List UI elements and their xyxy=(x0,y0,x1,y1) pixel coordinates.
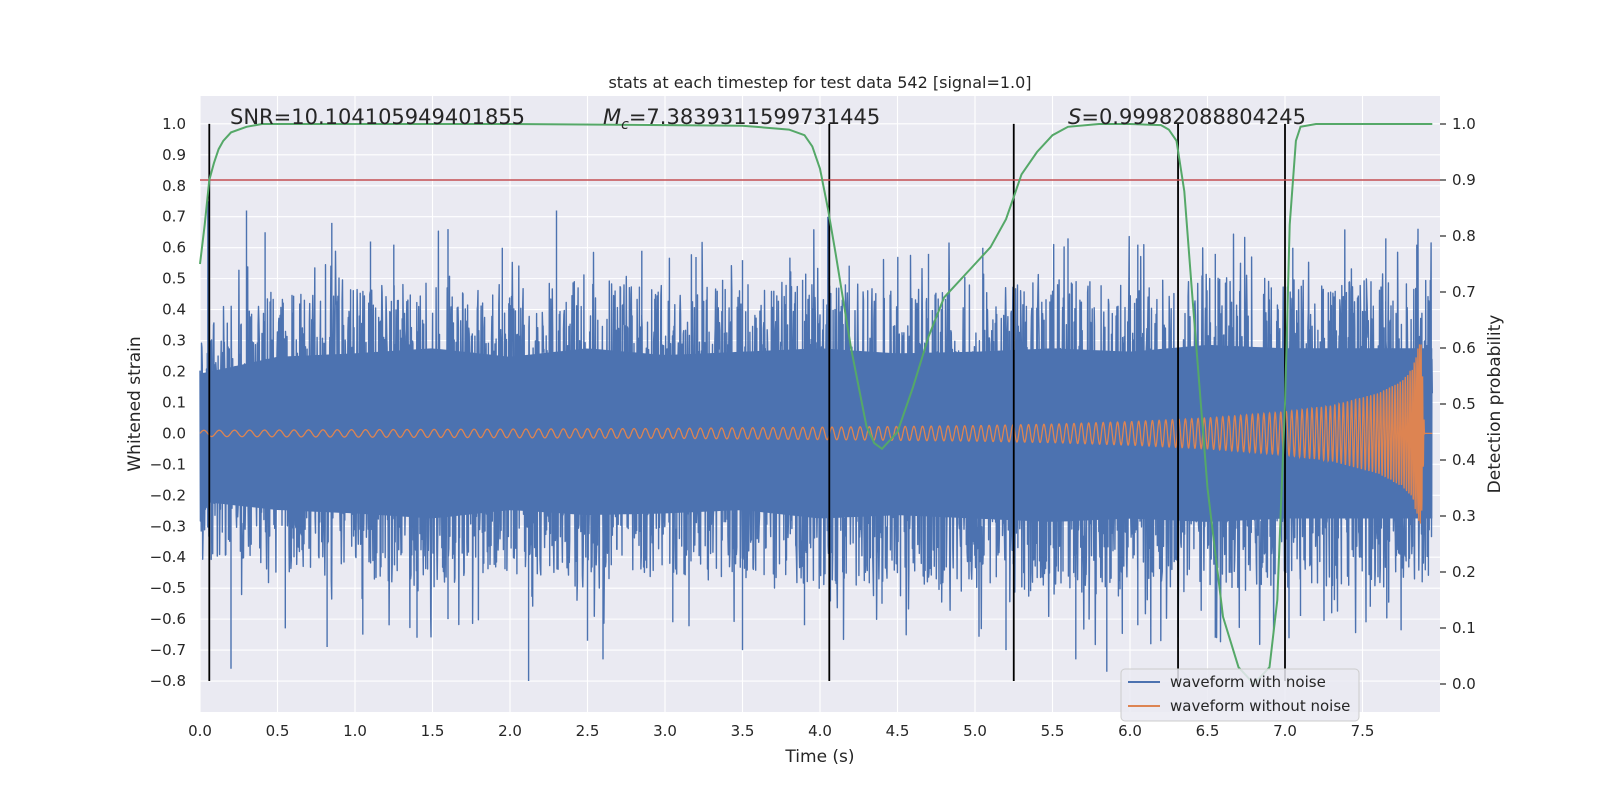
y-tick-label: −0.4 xyxy=(150,548,186,566)
clean-waveform-line xyxy=(199,344,1433,524)
y2-tick-label: 0.4 xyxy=(1452,451,1476,469)
x-tick-label: 0.0 xyxy=(188,722,212,740)
x-tick-label: 4.5 xyxy=(886,722,910,740)
s-value: =0.99982088804245 xyxy=(1081,105,1306,129)
x-tick-label: 7.5 xyxy=(1351,722,1375,740)
x-axis: 0.0 0.5 1.0 1.5 2.0 2.5 3.0 3.5 4.0 4.5 5.0 5.5 6.0 6… xyxy=(188,722,1374,740)
y-tick-label: −0.7 xyxy=(150,641,186,659)
y-tick-label: −0.2 xyxy=(150,486,186,504)
y2-axis-label: Detection probability xyxy=(1485,315,1505,494)
y-tick-label: 0.9 xyxy=(162,146,186,164)
y-tick-label: 0.5 xyxy=(162,270,186,288)
y-tick-label: 0.8 xyxy=(162,177,186,195)
y-tick-label: 0.7 xyxy=(162,208,186,226)
x-tick-label: 4.0 xyxy=(808,722,832,740)
legend-label-noise: waveform with noise xyxy=(1170,673,1326,691)
y-tick-label: −0.8 xyxy=(150,672,186,690)
x-tick-label: 5.0 xyxy=(963,722,987,740)
chirp-mass-symbol: M xyxy=(603,105,621,129)
chart-title: stats at each timestep for test data 542… xyxy=(608,73,1031,92)
y2-tick-label: 0.9 xyxy=(1452,171,1476,189)
chirp-mass-annotation: Mc=7.3839311599731445 xyxy=(603,105,880,133)
snr-annotation: SNR=10.104105949401855 xyxy=(230,105,525,129)
y-tick-label: 0.1 xyxy=(162,393,186,411)
x-tick-label: 2.5 xyxy=(576,722,600,740)
y-tick-label: 1.0 xyxy=(162,115,186,133)
s-symbol: S xyxy=(1068,105,1081,129)
y-axis-left: 1.0 0.9 0.8 0.7 0.6 0.5 0.4 0.3 0.2 0.1 0.0 −0.1 −0.… xyxy=(150,115,186,690)
y-tick-label: −0.3 xyxy=(150,517,186,535)
chirp-mass-value: =7.3839311599731445 xyxy=(629,105,880,129)
noisy-waveform-line xyxy=(199,201,1433,681)
x-tick-label: 5.5 xyxy=(1041,722,1065,740)
clean-waveform-series xyxy=(199,344,1433,524)
y-tick-label: 0.4 xyxy=(162,301,186,319)
x-tick-label: 2.0 xyxy=(498,722,522,740)
chirp-mass-subscript: c xyxy=(621,117,629,133)
x-tick-label: 3.0 xyxy=(653,722,677,740)
x-tick-label: 6.0 xyxy=(1118,722,1142,740)
y2-tick-label: 0.6 xyxy=(1452,339,1476,357)
y2-tick-label: 0.0 xyxy=(1452,675,1476,693)
x-tick-label: 1.0 xyxy=(343,722,367,740)
y2-tick-label: 0.2 xyxy=(1452,563,1476,581)
y2-tick-label: 0.7 xyxy=(1452,283,1476,301)
y-axis-label: Whitened strain xyxy=(125,336,145,471)
y-tick-label: 0.3 xyxy=(162,332,186,350)
x-tick-label: 7.0 xyxy=(1273,722,1297,740)
y2-tick-label: 0.5 xyxy=(1452,395,1476,413)
legend: waveform with noise waveform without noi… xyxy=(1120,668,1360,722)
y-tick-label: 0.0 xyxy=(162,424,186,442)
x-tick-label: 3.5 xyxy=(731,722,755,740)
y-tick-label: 0.2 xyxy=(162,362,186,380)
legend-label-clean: waveform without noise xyxy=(1170,697,1350,715)
noisy-waveform-series xyxy=(199,201,1433,681)
x-axis-label: Time (s) xyxy=(784,747,854,767)
y2-tick-label: 0.1 xyxy=(1452,619,1476,637)
legend-frame xyxy=(1120,668,1360,722)
y-tick-label: 0.6 xyxy=(162,239,186,257)
y2-tick-label: 0.8 xyxy=(1452,227,1476,245)
x-tick-label: 6.5 xyxy=(1196,722,1220,740)
noisy-waveform-core xyxy=(200,344,1433,522)
y-axis-right: 1.0 0.9 0.8 0.7 0.6 0.5 0.4 0.3 0.2 0.1 0.0 xyxy=(1440,115,1476,693)
y-tick-label: −0.6 xyxy=(150,610,186,628)
s-annotation: S=0.99982088804245 xyxy=(1068,105,1306,129)
y2-tick-label: 1.0 xyxy=(1452,115,1476,133)
y-tick-label: −0.5 xyxy=(150,579,186,597)
y2-tick-label: 0.3 xyxy=(1452,507,1476,525)
x-tick-label: 0.5 xyxy=(266,722,290,740)
x-tick-label: 1.5 xyxy=(421,722,445,740)
y-tick-label: −0.1 xyxy=(150,455,186,473)
